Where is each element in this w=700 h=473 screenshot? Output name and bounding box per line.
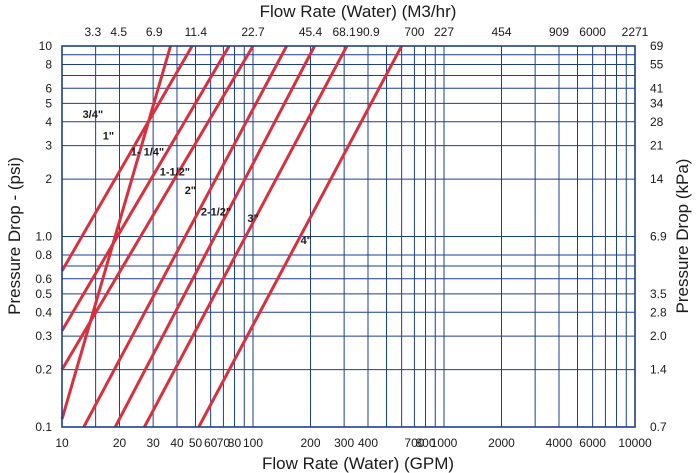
series-line-1 — [60, 45, 194, 272]
y-tick-label: 2 — [45, 172, 52, 186]
y-tick-label: 0.4 — [35, 305, 52, 319]
y2-tick-label: 2.8 — [650, 305, 667, 319]
x-tick-label: 800 — [415, 436, 435, 450]
y-tick-label: 1.0 — [35, 230, 52, 244]
y2-axis-title: Pressure Drop (kPa) — [673, 159, 692, 314]
x-tick-label: 10000 — [618, 436, 652, 450]
x2-tick-label: 227 — [434, 25, 454, 39]
x-tick-label: 100 — [243, 436, 263, 450]
series-label-1: 1" — [103, 130, 114, 142]
y2-tick-label: 41 — [650, 81, 664, 95]
x-tick-label: 700 — [404, 436, 424, 450]
series-line-3 — [60, 45, 255, 371]
x2-axis-title: Flow Rate (Water) (M3/hr) — [260, 2, 457, 21]
series-line-0 — [60, 45, 172, 420]
y-axis-title: Pressure Drop - (psi) — [5, 157, 24, 315]
y2-tick-label: 3.5 — [650, 287, 667, 301]
y-tick-label: 0.5 — [35, 287, 52, 301]
series-layer — [60, 45, 403, 428]
y-tick-label: 0.8 — [35, 248, 52, 262]
x2-tick-label: 68.1 — [332, 25, 356, 39]
x2-tick-label: 2271 — [622, 25, 649, 39]
x-tick-label: 10 — [55, 436, 69, 450]
y2-tick-label: 2.0 — [650, 329, 667, 343]
y2-tick-label: 28 — [650, 115, 664, 129]
x2-tick-label: 6000 — [579, 25, 606, 39]
x-tick-label: 40 — [170, 436, 184, 450]
y2-tick-label: 0.7 — [650, 420, 667, 434]
y-tick-label: 10 — [39, 39, 53, 53]
x-tick-label: 50 — [189, 436, 203, 450]
x-tick-label: 30 — [146, 436, 160, 450]
y-tick-label: 5 — [45, 96, 52, 110]
y-tick-label: 0.1 — [35, 420, 52, 434]
y-tick-label: 0.3 — [35, 329, 52, 343]
y-tick-label: 6 — [45, 81, 52, 95]
series-line-7 — [197, 45, 403, 428]
x-tick-label: 300 — [334, 436, 354, 450]
annotation-layer: 3/4" 1" 1- 1/4" 1-1/2" 2" 2-1/2" 3" 4" — [83, 109, 312, 247]
y2-tick-label: 21 — [650, 139, 664, 153]
x-tick-label: 80 — [228, 436, 242, 450]
y2-tick-label: 69 — [650, 39, 664, 53]
x-tick-label: 70 — [217, 436, 231, 450]
series-label-4: 2" — [185, 185, 196, 197]
plot-border — [61, 45, 636, 428]
series-line-2 — [60, 45, 231, 332]
series-line-5 — [113, 45, 316, 428]
x2-tick-label: 909 — [549, 25, 569, 39]
x2-tick-label: 6.9 — [146, 25, 163, 39]
y2-tick-label: 1.4 — [650, 363, 667, 377]
x2-tick-label: 22.7 — [241, 25, 265, 39]
x2-tick-label: 454 — [491, 25, 511, 39]
x2-tick-label: 4.5 — [110, 25, 127, 39]
x-tick-label: 4000 — [546, 436, 573, 450]
y2-tick-label: 34 — [650, 96, 664, 110]
x-tick-label: 60 — [204, 436, 218, 450]
series-label-3: 1-1/2" — [160, 166, 190, 178]
x-axis-title: Flow Rate (Water) (GPM) — [262, 454, 454, 473]
x2-tick-label: 11.4 — [185, 25, 208, 39]
x2-tick-label: 3.3 — [84, 25, 101, 39]
series-label-0: 3/4" — [83, 109, 104, 121]
y-tick-label: 4 — [45, 115, 52, 129]
y2-tick-label: 14 — [650, 172, 664, 186]
y2-tick-label: 6.9 — [650, 230, 667, 244]
series-label-6: 3" — [247, 213, 258, 225]
x-tick-label: 20 — [113, 436, 127, 450]
y-tick-label: 3 — [45, 139, 52, 153]
x2-tick-label: 700 — [404, 25, 424, 39]
y-tick-label: 8 — [45, 57, 52, 71]
x-tick-label: 2000 — [488, 436, 515, 450]
series-label-5: 2-1/2" — [201, 207, 231, 219]
series-label-7: 4" — [301, 235, 312, 247]
grid-layer — [62, 46, 635, 427]
y2-tick-label: 55 — [650, 57, 664, 71]
x-tick-label: 1000 — [431, 436, 458, 450]
series-label-2: 1- 1/4" — [131, 146, 164, 158]
x2-tick-label: 90.9 — [356, 25, 380, 39]
series-line-4 — [82, 45, 288, 428]
x-tick-label: 6000 — [579, 436, 606, 450]
y-tick-label: 0.6 — [35, 272, 52, 286]
series-line-6 — [143, 45, 349, 428]
y-tick-label: 0.2 — [35, 363, 52, 377]
x2-tick-label: 45.4 — [299, 25, 323, 39]
x-tick-label: 400 — [358, 436, 378, 450]
x-tick-label: 200 — [300, 436, 320, 450]
